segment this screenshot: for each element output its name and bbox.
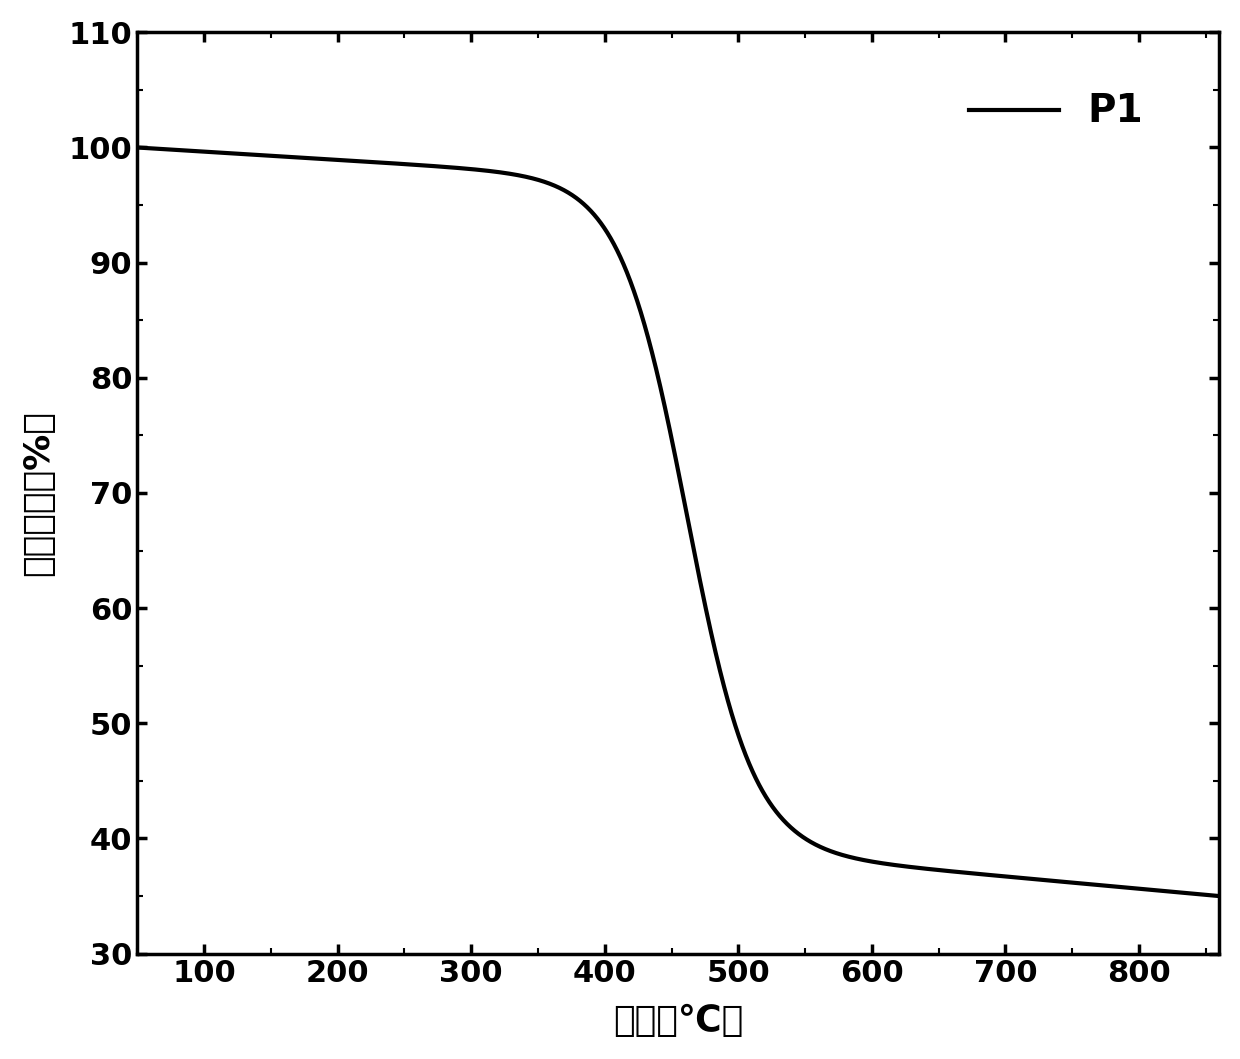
P1 xyxy=(1019,872,1034,884)
Legend: P1: P1 xyxy=(954,78,1158,145)
Line: P1: P1 xyxy=(138,147,1219,896)
P1 xyxy=(779,816,794,829)
P1 xyxy=(937,864,952,877)
P1 xyxy=(1211,890,1226,902)
Y-axis label: 质量分数（%）: 质量分数（%） xyxy=(21,410,55,576)
P1 xyxy=(543,178,558,191)
P1 xyxy=(326,154,341,166)
P1 xyxy=(130,141,145,154)
P1 xyxy=(833,848,848,861)
X-axis label: 温度（℃）: 温度（℃） xyxy=(613,1004,743,1038)
